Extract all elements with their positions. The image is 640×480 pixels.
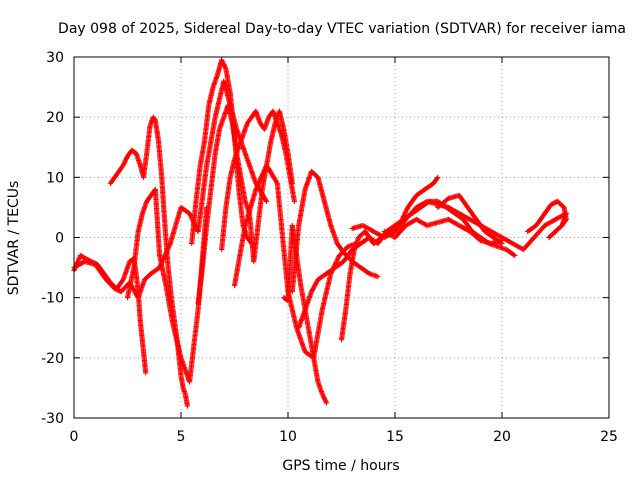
- data-point: [264, 198, 270, 204]
- y-tick-label: 0: [55, 231, 64, 247]
- data-points: [71, 57, 569, 409]
- x-tick-label: 10: [279, 429, 297, 445]
- data-point: [123, 155, 130, 162]
- y-tick-label: -20: [41, 351, 64, 367]
- axis-ticks: 0 5 10 15 20 25 -30 -20 -10 0 10 20 30: [41, 50, 618, 445]
- series-track-12: [338, 174, 441, 343]
- y-axis-label: SDTVAR / TECUs: [6, 181, 22, 296]
- x-tick-label: 0: [70, 429, 79, 445]
- data-point: [187, 211, 193, 218]
- y-tick-label: -30: [41, 411, 64, 427]
- grid-lines: [74, 57, 609, 418]
- data-point: [152, 116, 158, 122]
- data-point: [263, 197, 269, 203]
- y-tick-label: 10: [46, 170, 64, 186]
- data-point: [375, 274, 381, 280]
- data-point: [121, 161, 127, 167]
- x-tick-label: 25: [600, 429, 618, 445]
- y-tick-label: 20: [46, 110, 64, 126]
- x-tick-label: 20: [493, 429, 511, 445]
- data-point: [122, 158, 128, 164]
- series-track-3: [107, 114, 191, 409]
- series-track-1: [71, 252, 149, 376]
- data-point: [291, 198, 298, 204]
- series-track-16: [525, 198, 569, 241]
- x-tick-label: 15: [386, 429, 404, 445]
- data-point: [186, 210, 193, 217]
- data-point: [120, 162, 126, 168]
- data-point: [123, 157, 129, 163]
- y-tick-label: 30: [46, 50, 64, 66]
- data-point: [122, 159, 128, 165]
- chart-title: Day 098 of 2025, Sidereal Day-to-day VTE…: [58, 21, 626, 37]
- data-point: [121, 160, 127, 166]
- x-tick-label: 5: [177, 429, 186, 445]
- data-point: [184, 403, 191, 409]
- data-point: [143, 370, 149, 376]
- y-tick-label: -10: [41, 291, 64, 307]
- x-axis-label: GPS time / hours: [282, 458, 399, 474]
